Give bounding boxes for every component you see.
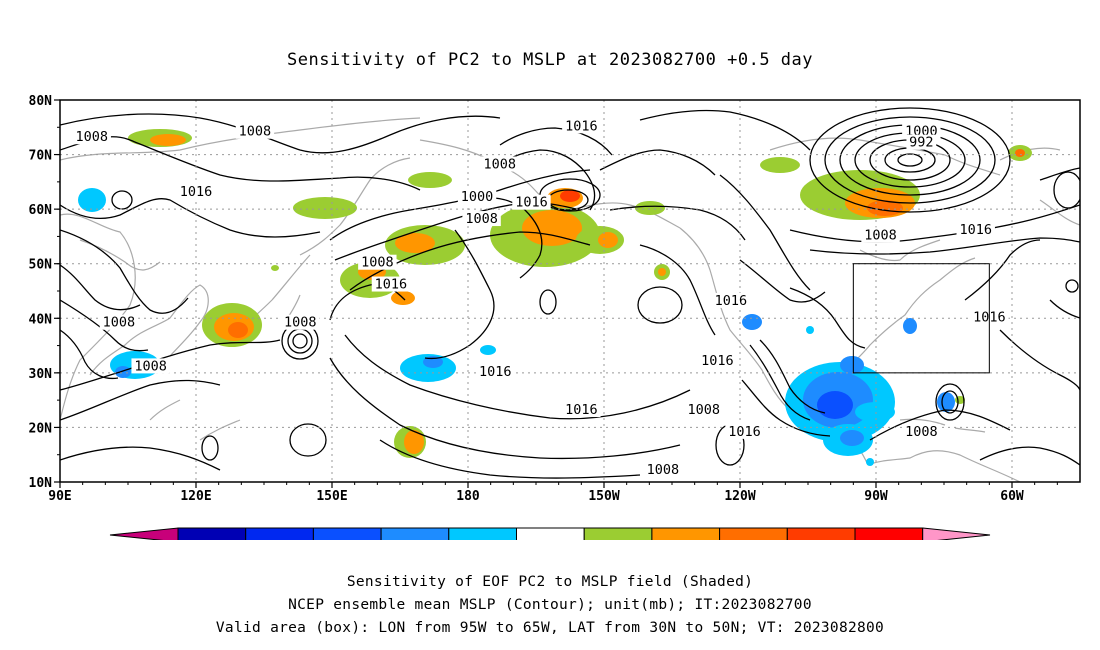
colorbar-segment	[380, 527, 450, 540]
contour-label-bg	[462, 211, 501, 227]
sensitivity-shading	[78, 129, 1032, 466]
colorbar-segment	[854, 527, 924, 540]
contour-label-bg	[711, 292, 751, 308]
lon-tick-label: 150W	[588, 489, 619, 504]
contour-label-bg	[476, 363, 515, 379]
lat-tick-label: 20N	[29, 421, 53, 436]
lat-tick-label: 40N	[29, 312, 53, 327]
colorbar-segment	[312, 527, 382, 540]
colorbar-segment	[177, 527, 247, 540]
lon-tick-label: 90W	[864, 489, 888, 504]
contour-label: 1016	[701, 353, 734, 369]
lat-tick-label: 30N	[29, 367, 53, 382]
contour-label: 1008	[483, 156, 516, 172]
lon-tick-label: 150E	[316, 489, 347, 504]
contour-label-bg	[176, 183, 216, 199]
caption-contour: NCEP ensemble mean MSLP (Contour); unit(…	[288, 597, 812, 613]
colorbar-segment	[516, 527, 585, 540]
contour-label-bg	[643, 462, 683, 478]
contour-label-bg	[698, 352, 737, 368]
contour-label: 1000	[461, 189, 494, 205]
colorbar-segment	[786, 527, 856, 540]
contour-label-bg	[861, 227, 900, 243]
contour-label: 1016	[565, 118, 598, 134]
contour-label: 1016	[728, 424, 761, 440]
contour-label-bg	[358, 254, 397, 270]
colorbar-end-low	[109, 527, 179, 540]
map-gridlines	[60, 100, 1080, 482]
contour-label: 1008	[905, 424, 938, 440]
lat-tick-label: 60N	[29, 203, 53, 218]
contour-label: 1016	[375, 277, 408, 293]
contour-label: 1008	[239, 124, 272, 140]
contour-label-bg	[72, 129, 111, 145]
lon-tick-label: 120E	[180, 489, 211, 504]
contour-label-bg	[684, 402, 723, 418]
map-title: Sensitivity of PC2 to MSLP at 2023082700…	[286, 50, 813, 70]
colorbar-segment	[651, 527, 721, 540]
mslp-contours	[60, 107, 1080, 479]
colorbar-segment	[583, 527, 653, 540]
contour-label: 1008	[465, 211, 498, 227]
colorbar-segment	[448, 527, 517, 540]
contour-label-bg	[235, 123, 275, 139]
contour-label-bg	[99, 314, 139, 330]
contour-label-bg	[457, 189, 497, 205]
contour-label: 1016	[959, 222, 992, 238]
contour-label-bg	[956, 221, 995, 237]
contour-label: 1008	[687, 402, 720, 418]
lon-tick-label: 120W	[724, 489, 755, 504]
contour-label: 1016	[180, 184, 213, 200]
contour-label: 1008	[864, 227, 897, 243]
contour-label: 1008	[284, 315, 317, 331]
lat-tick-label: 70N	[29, 149, 53, 164]
contour-label: 1008	[103, 315, 136, 331]
contour-label: 1008	[134, 358, 167, 374]
colorbar-end-high	[922, 527, 991, 540]
coastlines	[60, 117, 1080, 482]
contour-label: 1008	[75, 129, 108, 145]
latitude-axis: 80N 70N 60N 50N 40N 30N 20N 10N	[29, 94, 60, 491]
contour-label-bg	[131, 358, 170, 374]
contour-label-bg	[281, 314, 320, 330]
contour-label: 1008	[647, 462, 680, 478]
contour-label: 1016	[479, 364, 512, 380]
caption-valid-area: Valid area (box): LON from 95W to 65W, L…	[215, 620, 885, 636]
contour-label: 1016	[515, 195, 548, 211]
lon-tick-label: 90E	[48, 489, 71, 504]
contour-label-bg	[562, 118, 601, 134]
contour-label-bg	[906, 134, 937, 150]
lat-tick-label: 80N	[29, 94, 53, 109]
longitude-axis: 90E 120E 150E 180 150W 120W 90W 60W	[48, 482, 1058, 504]
lon-tick-label: 180	[456, 489, 480, 504]
contour-label-bg	[725, 423, 764, 439]
colorbar-segment	[719, 527, 788, 540]
contour-label: 1008	[361, 255, 394, 271]
lon-tick-label: 60W	[1000, 489, 1024, 504]
contour-label-bg	[371, 276, 411, 292]
caption-shading: Sensitivity of EOF PC2 to MSLP field (Sh…	[346, 574, 754, 590]
lat-tick-label: 50N	[29, 258, 53, 273]
contour-label: 992	[909, 135, 933, 151]
contour-label-bg	[512, 194, 551, 210]
contour-label: 1016	[715, 293, 748, 309]
valid-area-box	[852, 263, 990, 374]
contour-label: 1016	[565, 402, 598, 418]
contour-label-bg	[480, 156, 519, 172]
colorbar: -0.9-0.8-0.7-0.6-0.5-0.420.420.50.60.70.…	[109, 527, 991, 540]
lat-tick-label: 10N	[29, 476, 53, 491]
colorbar-segment	[245, 527, 314, 540]
contour-label-bg	[562, 402, 601, 418]
contour-label-bg	[902, 423, 941, 439]
